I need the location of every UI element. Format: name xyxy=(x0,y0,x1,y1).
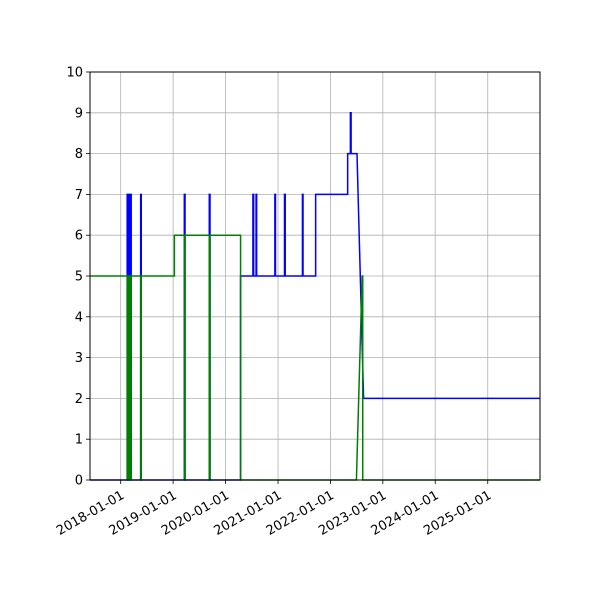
y-tick-label: 10 xyxy=(66,66,83,81)
y-tick-label: 6 xyxy=(75,229,83,244)
axis-ticks: 0123456789102018-01-012019-01-012020-01-… xyxy=(54,66,494,539)
y-tick-label: 7 xyxy=(75,188,83,203)
y-tick-label: 0 xyxy=(75,474,83,489)
y-tick-label: 2 xyxy=(75,392,83,407)
y-tick-label: 5 xyxy=(75,270,83,285)
series-line-1 xyxy=(90,112,540,481)
series-layer xyxy=(90,112,540,481)
y-tick-label: 1 xyxy=(75,433,83,448)
y-tick-label: 9 xyxy=(75,106,83,121)
y-tick-label: 8 xyxy=(75,147,83,162)
y-tick-label: 3 xyxy=(75,351,83,366)
y-tick-label: 4 xyxy=(75,310,83,325)
series-line-2 xyxy=(90,234,540,481)
